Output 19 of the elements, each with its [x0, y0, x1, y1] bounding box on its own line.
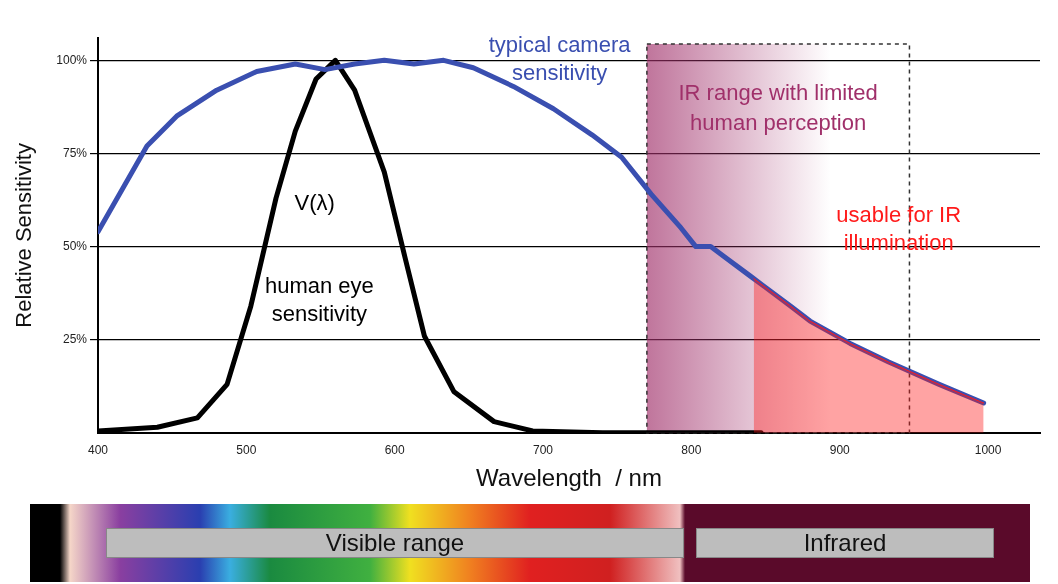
x-tick-label: 600 [384, 443, 406, 458]
annotation: V(λ) [294, 189, 335, 215]
text: Infrared [696, 528, 994, 558]
y-axis-title: Relative Sensitivity [11, 143, 37, 328]
x-tick-label: 500 [236, 443, 257, 458]
x-tick-label: 1000 [974, 443, 1002, 458]
band-label: IR range with limited human perception [678, 80, 878, 135]
x-tick-label: 400 [87, 443, 109, 458]
series-label: typical camera sensitivity [488, 31, 632, 85]
x-tick-label: 900 [829, 443, 851, 458]
series-label: human eye sensitivity [264, 272, 374, 326]
y-tick-label: 25% [62, 332, 88, 346]
text: Visible range [106, 528, 684, 558]
x-tick-label: 700 [533, 443, 554, 458]
y-tick-label: 100% [56, 52, 88, 67]
x-tick-label: 800 [681, 443, 702, 458]
y-tick-label: 50% [62, 238, 88, 253]
x-axis-title: Wavelength / nm [476, 464, 662, 492]
y-tick-label: 75% [62, 145, 88, 160]
